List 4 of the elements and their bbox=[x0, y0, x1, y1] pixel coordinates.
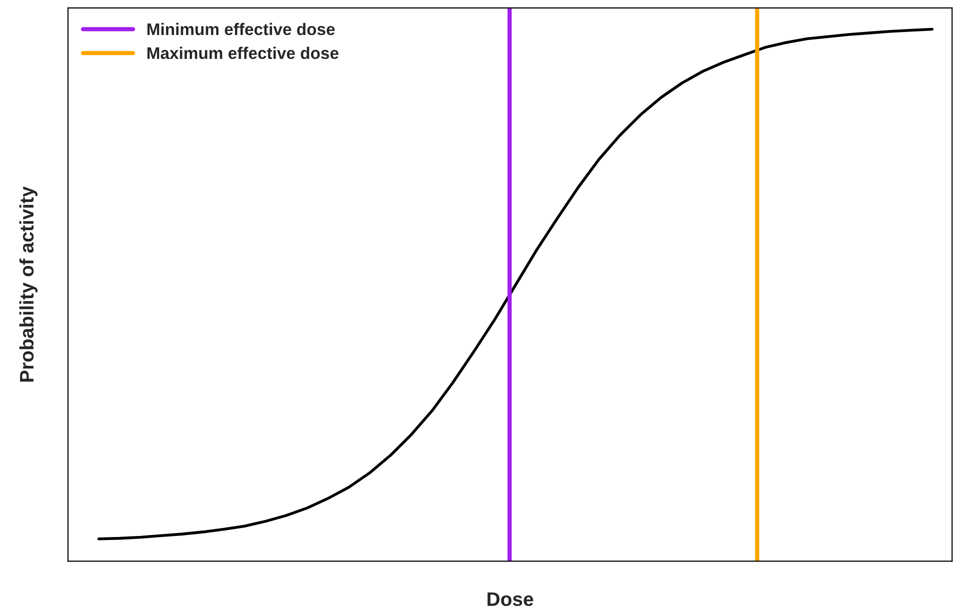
text: Maximum effective dose bbox=[147, 46, 338, 60]
text: Minimum effective dose bbox=[147, 22, 335, 36]
x-axis-title: Dose bbox=[488, 592, 534, 606]
y-axis-title: Probability of activity bbox=[19, 186, 38, 382]
